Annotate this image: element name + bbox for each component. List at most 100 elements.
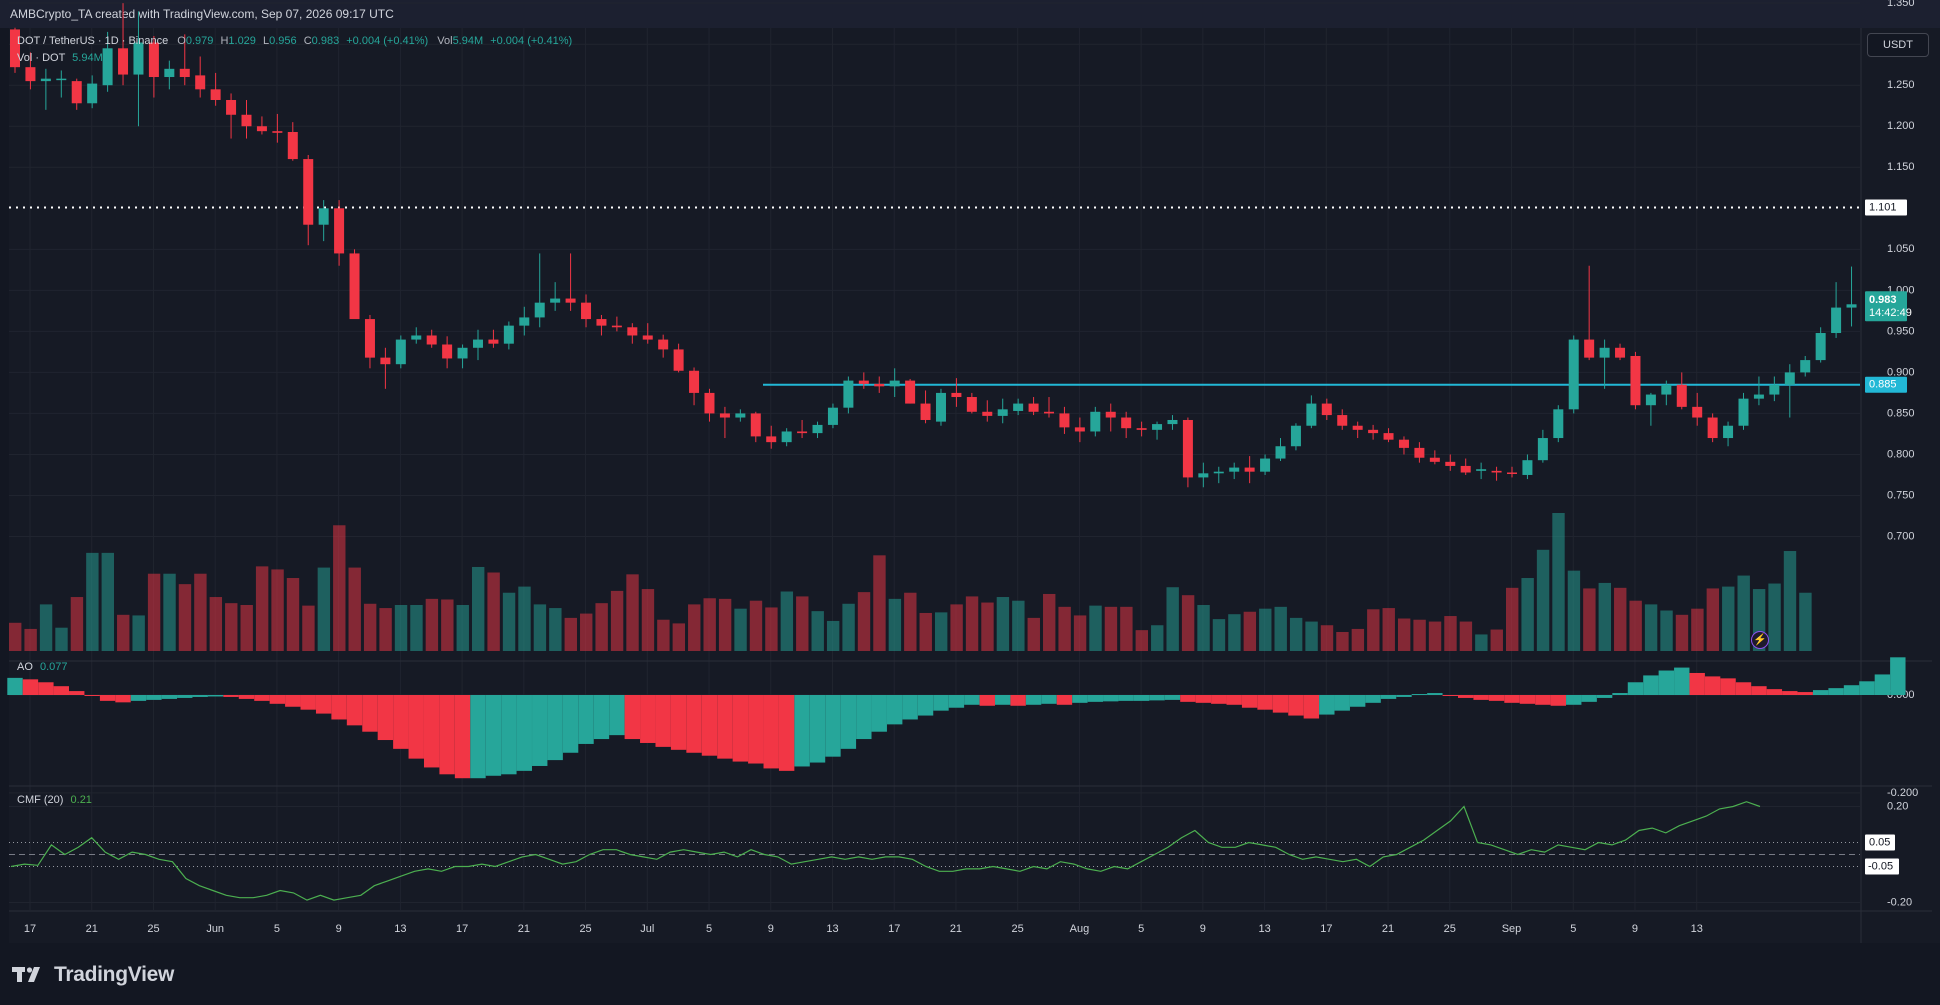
candle-body bbox=[148, 42, 159, 78]
ao-bar bbox=[609, 695, 625, 736]
volume-bar bbox=[934, 612, 948, 651]
candle-body bbox=[1723, 425, 1734, 439]
volume-bar bbox=[749, 600, 763, 651]
candle-body bbox=[1476, 469, 1487, 471]
x-tick-label: 25 bbox=[1012, 923, 1024, 935]
ao-bar bbox=[1735, 682, 1752, 695]
candle-body bbox=[457, 347, 468, 359]
symbol-label[interactable]: DOT / TetherUS · 1D · Binance bbox=[17, 35, 169, 47]
chart-svg[interactable]: 1.3501.3001.2501.2001.1501.0501.0000.950… bbox=[0, 0, 1940, 945]
x-tick-label: 5 bbox=[1138, 923, 1144, 935]
lightning-icon[interactable]: ⚡ bbox=[1751, 631, 1769, 649]
ao-bar bbox=[1411, 694, 1428, 696]
ao-bar bbox=[269, 695, 286, 704]
volume-bar bbox=[780, 591, 794, 651]
volume-bar bbox=[9, 622, 22, 651]
candle-body bbox=[426, 335, 437, 345]
ao-bar bbox=[655, 695, 671, 747]
candle-body bbox=[1630, 355, 1641, 406]
candle-body bbox=[364, 319, 375, 358]
ao-bar bbox=[115, 695, 131, 703]
volume-bar bbox=[1259, 608, 1272, 651]
candle-body bbox=[1553, 409, 1564, 439]
x-tick-label: 21 bbox=[1382, 923, 1394, 935]
vol-label: Vol bbox=[437, 35, 453, 47]
volume-bar bbox=[981, 602, 994, 651]
candle-body bbox=[442, 344, 453, 359]
volume-bar bbox=[518, 586, 531, 651]
volume-bar bbox=[1058, 606, 1071, 651]
volume-bar bbox=[1691, 608, 1704, 651]
volume-bar bbox=[564, 617, 577, 651]
volume-bar bbox=[24, 628, 37, 651]
volume-bar bbox=[317, 567, 331, 651]
ao-bar bbox=[1319, 695, 1335, 715]
ao-bar bbox=[1458, 695, 1474, 698]
ao-bar bbox=[1627, 682, 1644, 695]
low-value: 0.956 bbox=[269, 35, 297, 47]
vol-dot-value: 5.94M bbox=[72, 52, 103, 64]
price-tick-label: 1.250 bbox=[1887, 79, 1915, 91]
ao-bar bbox=[516, 695, 532, 771]
candle-body bbox=[1337, 415, 1348, 426]
candle-body bbox=[1537, 438, 1548, 461]
cmf-label[interactable]: CMF (20) bbox=[17, 794, 64, 806]
ao-bar bbox=[1751, 686, 1767, 695]
x-tick-label: Jul bbox=[640, 923, 654, 935]
candle-body bbox=[1846, 304, 1857, 308]
ao-bar bbox=[1797, 692, 1813, 695]
candle-body bbox=[1784, 372, 1795, 385]
ao-bar bbox=[1380, 695, 1397, 699]
cmf-upper-tag-bg bbox=[1865, 834, 1895, 851]
ao-bar bbox=[1874, 674, 1891, 695]
vol-dot-label[interactable]: Vol · DOT bbox=[17, 52, 66, 64]
candle-body bbox=[1692, 406, 1703, 418]
candle-body bbox=[56, 78, 67, 81]
volume-bar bbox=[1181, 595, 1195, 651]
x-tick-label: Jun bbox=[206, 923, 224, 935]
ao-bar bbox=[1087, 695, 1104, 702]
ao-bar bbox=[346, 695, 363, 726]
ao-bar bbox=[578, 695, 594, 744]
candle-body bbox=[303, 159, 314, 225]
volume-bar bbox=[1073, 615, 1087, 651]
ao-bar bbox=[593, 695, 610, 740]
x-tick-label: Sep bbox=[1502, 923, 1522, 935]
candle-body bbox=[1414, 447, 1425, 458]
chart-panel[interactable] bbox=[9, 28, 1940, 943]
ao-bar bbox=[1596, 695, 1613, 698]
ao-bar bbox=[1704, 676, 1721, 695]
close-value: 0.983 bbox=[311, 35, 340, 47]
candle-body bbox=[1213, 471, 1224, 474]
resistance-tag: 1.101 bbox=[1869, 201, 1897, 213]
candle-body bbox=[905, 380, 916, 404]
ao-series bbox=[7, 657, 1906, 779]
ao-bar bbox=[192, 695, 208, 697]
volume-bar bbox=[55, 627, 68, 651]
volume-bar bbox=[842, 603, 855, 651]
candle-body bbox=[1491, 470, 1502, 473]
ao-label[interactable]: AO bbox=[17, 661, 33, 673]
current-price-tag-bg bbox=[1865, 291, 1907, 322]
candle-body bbox=[1352, 425, 1363, 430]
currency-button[interactable]: USDT bbox=[1867, 33, 1929, 57]
candle-body bbox=[611, 325, 622, 328]
x-tick-label: 13 bbox=[826, 923, 838, 935]
ao-bar bbox=[778, 695, 795, 771]
candle-body bbox=[1831, 307, 1842, 334]
volume-bar bbox=[657, 619, 670, 651]
ao-tick-label: -0.200 bbox=[1887, 787, 1918, 799]
volume-bar bbox=[1552, 513, 1565, 651]
close-label: C bbox=[303, 35, 312, 47]
ao-bar bbox=[763, 695, 779, 769]
volume-bar bbox=[1413, 619, 1426, 651]
volume-bar bbox=[610, 590, 624, 651]
volume-bar bbox=[1428, 621, 1442, 651]
volume-bar bbox=[796, 596, 809, 651]
volume-bar bbox=[240, 605, 253, 651]
ao-bar bbox=[1504, 695, 1520, 703]
candle-body bbox=[1013, 403, 1024, 411]
tradingview-logo[interactable]: TradingView bbox=[12, 963, 174, 987]
candle-body bbox=[689, 370, 700, 393]
x-tick-label: 21 bbox=[950, 923, 962, 935]
